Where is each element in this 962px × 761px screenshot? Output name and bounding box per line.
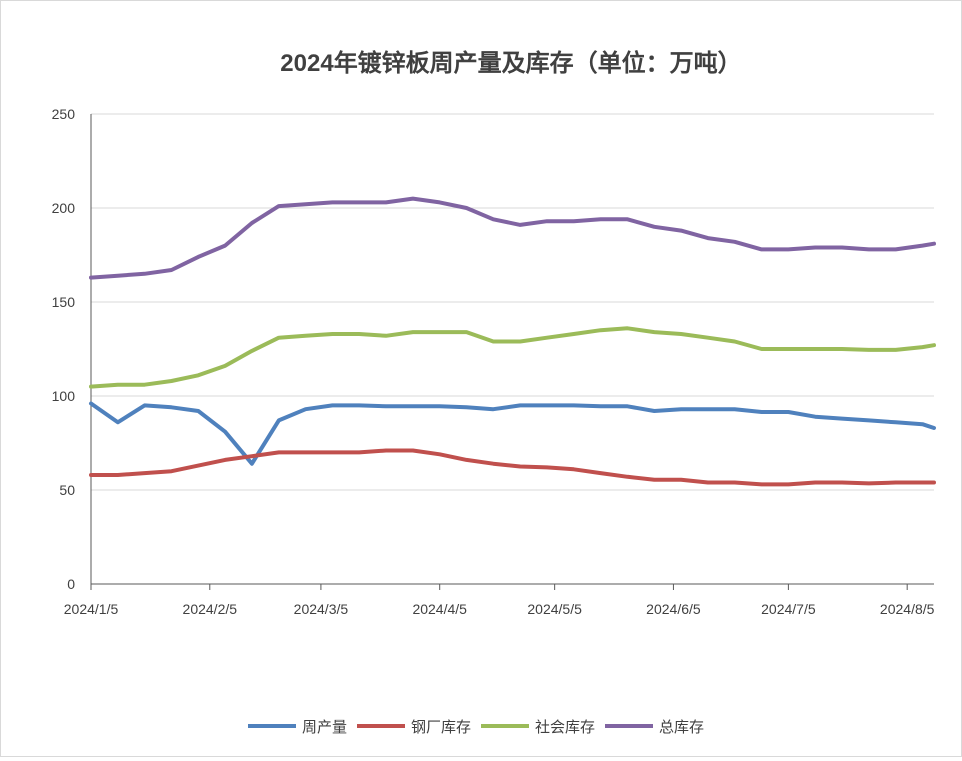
grid-layer (91, 113, 934, 491)
x-tick-label: 2024/3/5 (294, 601, 349, 617)
legend-label: 总库存 (659, 719, 704, 736)
series-line (89, 326, 936, 389)
y-tick-label: 0 (67, 576, 75, 592)
series-line (89, 401, 936, 466)
x-tick-label: 2024/2/5 (183, 601, 238, 617)
chart-title: 2024年镀锌板周产量及库存（单位：万吨） (280, 49, 741, 77)
series-layer (89, 196, 936, 487)
legend-label: 钢厂库存 (411, 719, 471, 736)
x-tick-label: 2024/4/5 (412, 601, 467, 617)
legend-label: 周产量 (302, 719, 347, 736)
x-tick-label: 2024/5/5 (527, 601, 582, 617)
y-tick-label: 150 (52, 294, 76, 310)
x-tick-label: 2024/7/5 (761, 601, 816, 617)
x-tick-label: 2024/1/5 (64, 601, 119, 617)
y-tick-label: 50 (59, 482, 75, 498)
x-tick-label: 2024/6/5 (646, 601, 701, 617)
x-tick-label: 2024/8/5 (880, 601, 935, 617)
axis-layer: 0 50 100 150 200 250 2024/1/5 2024/2/5 2024/3/5 2… (52, 106, 935, 617)
y-tick-label: 250 (52, 106, 76, 122)
legend-label: 社会库存 (535, 719, 595, 736)
series-line (89, 196, 936, 280)
legend: 周产量 钢厂库存 社会库存 总库存 (248, 719, 704, 736)
y-tick-label: 100 (52, 388, 76, 404)
series-line (89, 448, 936, 487)
y-tick-label: 200 (52, 200, 76, 216)
